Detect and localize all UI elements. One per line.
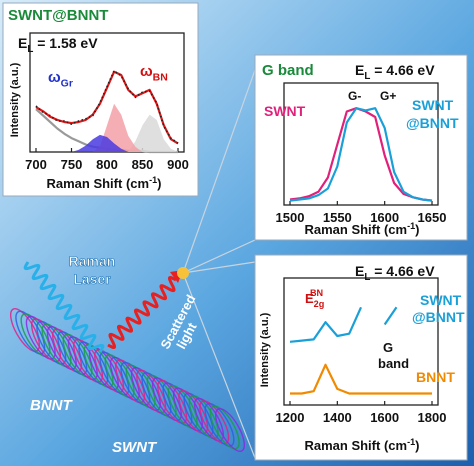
label: SWNT xyxy=(412,97,454,113)
label: Raman Shift (cm-1) xyxy=(304,221,419,237)
label-text: E xyxy=(355,62,364,78)
label: Raman Shift (cm-1) xyxy=(46,175,161,191)
laser-wave xyxy=(23,261,105,353)
label: ωBN xyxy=(140,63,168,84)
x-tick-label: 1550 xyxy=(323,210,352,225)
label: G- xyxy=(348,89,361,103)
label: SWNT xyxy=(420,292,462,308)
y-axis-label: Intensity (a.u.) xyxy=(259,312,271,387)
scattered-wave xyxy=(107,275,177,350)
label: G xyxy=(383,340,393,355)
label-text: G- xyxy=(348,89,361,103)
label-sup: -1 xyxy=(149,175,157,185)
label-text: G+ xyxy=(380,89,396,103)
label: @BNNT xyxy=(412,309,465,325)
panel xyxy=(2,2,199,197)
x-tick-label: 1650 xyxy=(418,210,447,225)
chart-title: SWNT@BNNT xyxy=(8,7,108,24)
x-tick-label: 1400 xyxy=(323,410,352,425)
label: BNNT xyxy=(416,369,455,385)
label-sup: BN xyxy=(310,288,323,298)
tube-ring xyxy=(214,408,246,452)
label-text: ω xyxy=(140,63,153,80)
label-text: E xyxy=(355,263,364,279)
label-text: ω xyxy=(48,69,61,86)
laser-label: Laser xyxy=(73,271,111,287)
x-tick-label: 850 xyxy=(132,157,154,172)
x-tick-label: 1500 xyxy=(276,210,305,225)
label-text: BNNT xyxy=(416,369,455,385)
label-text: SWNT xyxy=(420,292,462,308)
label: EL = 1.58 eV xyxy=(18,35,98,55)
label-tail: ) xyxy=(157,176,161,191)
label: ωGr xyxy=(48,69,73,90)
label: EL = 4.66 eV xyxy=(355,62,435,82)
label-text: SWNT xyxy=(412,97,454,113)
x-tick-label: 700 xyxy=(25,157,47,172)
focus-dot xyxy=(177,267,189,279)
label-sub: Gr xyxy=(61,78,73,90)
area xyxy=(36,114,178,152)
label: EL = 4.66 eV xyxy=(355,263,435,283)
label: G+ xyxy=(380,89,396,103)
label-text: SWNT xyxy=(264,103,306,119)
plot-frame xyxy=(283,277,439,406)
label-text: Raman Shift (cm xyxy=(304,438,407,453)
tube-ring xyxy=(209,405,240,450)
area xyxy=(36,134,178,152)
label: @BNNT xyxy=(406,115,459,131)
swnt-label: SWNT xyxy=(112,439,158,456)
x-tick-label: 1600 xyxy=(370,210,399,225)
label-text: @BNNT xyxy=(412,309,465,325)
label-sub: L xyxy=(364,71,370,82)
line xyxy=(289,107,433,202)
label-tail: = 4.66 eV xyxy=(370,263,435,279)
line xyxy=(289,306,398,343)
panel xyxy=(254,254,468,461)
label-sub: BN xyxy=(153,72,168,84)
x-tick-label: 1600 xyxy=(370,410,399,425)
x-tick-label: 750 xyxy=(61,157,83,172)
label-tail: ) xyxy=(415,438,419,453)
label-text: Raman Shift (cm xyxy=(46,176,149,191)
x-tick-label: 1200 xyxy=(276,410,305,425)
label-text: E xyxy=(305,291,314,306)
label-sup: -1 xyxy=(407,221,415,231)
label: E2gBN xyxy=(305,288,324,309)
label-tail: ) xyxy=(415,222,419,237)
label-sub: 2g xyxy=(314,299,325,309)
area xyxy=(36,103,178,152)
line xyxy=(290,363,432,395)
label-text: E xyxy=(18,35,27,51)
label-sub: L xyxy=(364,272,370,283)
label-tail: = 1.58 eV xyxy=(33,35,98,51)
label: SWNT xyxy=(264,103,306,119)
x-tick-label: 800 xyxy=(96,157,118,172)
label-text: @BNNT xyxy=(406,115,459,131)
label: Raman Shift (cm-1) xyxy=(304,437,419,453)
laser-label: Raman xyxy=(69,253,116,269)
bnnt-label: BNNT xyxy=(30,397,73,414)
label-text: Raman Shift (cm xyxy=(304,222,407,237)
chart-title: G band xyxy=(262,62,314,79)
plot-frame xyxy=(283,82,439,206)
panel xyxy=(254,54,468,241)
label-tail: = 4.66 eV xyxy=(370,62,435,78)
callout-lines xyxy=(182,69,256,459)
x-tick-label: 1800 xyxy=(418,410,447,425)
y-axis-label: Intensity (a.u.) xyxy=(9,62,21,137)
label-sup: -1 xyxy=(407,437,415,447)
label-sub: L xyxy=(27,44,33,55)
label-text: band xyxy=(378,356,409,371)
label-text: G xyxy=(383,340,393,355)
x-tick-label: 900 xyxy=(167,157,189,172)
line xyxy=(35,69,179,145)
nanotube xyxy=(9,308,246,452)
label: band xyxy=(378,356,409,371)
